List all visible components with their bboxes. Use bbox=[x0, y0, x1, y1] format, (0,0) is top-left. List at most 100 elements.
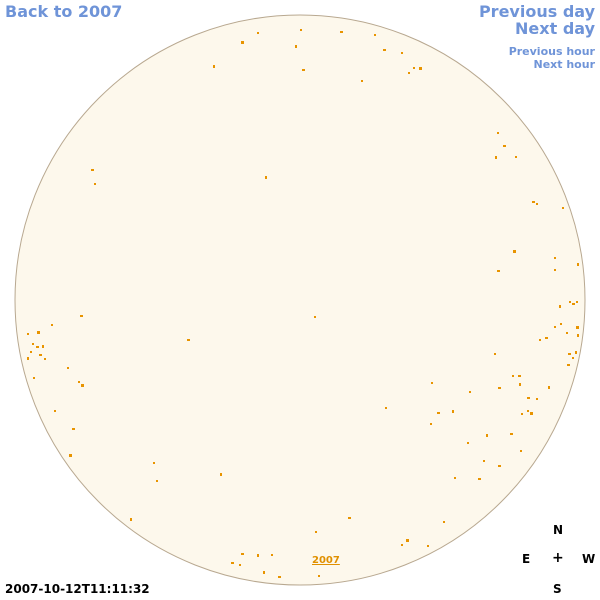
sunspot-marker bbox=[577, 334, 579, 337]
sunspot-marker bbox=[513, 250, 516, 253]
sunspot-marker bbox=[554, 269, 556, 271]
sunspot-marker bbox=[361, 80, 363, 82]
sunspot-marker bbox=[527, 397, 530, 399]
sunspot-marker bbox=[467, 442, 469, 444]
sunspot-marker bbox=[80, 315, 83, 317]
sunspot-marker bbox=[520, 450, 522, 452]
sunspot-marker bbox=[567, 364, 570, 366]
sunspot-marker bbox=[408, 72, 410, 74]
sunspot-marker bbox=[91, 169, 94, 171]
sunspot-marker bbox=[300, 29, 302, 31]
sunspot-marker bbox=[239, 564, 241, 566]
sunspot-marker bbox=[231, 562, 234, 564]
sunspot-marker bbox=[69, 454, 72, 457]
sunspot-marker bbox=[42, 345, 44, 348]
sunspot-marker bbox=[521, 413, 523, 415]
sunspot-marker bbox=[545, 337, 548, 339]
sunspot-marker bbox=[44, 358, 46, 360]
sunspot-marker bbox=[295, 45, 297, 48]
sunspot-marker bbox=[478, 478, 481, 480]
sunspot-marker bbox=[431, 382, 433, 384]
sunspot-marker bbox=[536, 398, 538, 400]
sunspot-marker bbox=[383, 49, 386, 51]
sunspot-marker bbox=[497, 132, 499, 134]
sunspot-marker bbox=[271, 554, 273, 556]
compass-north-label: N bbox=[553, 523, 564, 537]
sunspot-marker bbox=[515, 156, 517, 158]
sunspot-marker bbox=[340, 31, 343, 33]
sunspot-marker bbox=[278, 576, 281, 578]
sunspot-marker bbox=[569, 301, 571, 303]
sunspot-marker bbox=[265, 176, 267, 179]
timestamp-label: 2007-10-12T11:11:32 bbox=[5, 582, 150, 596]
sunspot-marker bbox=[512, 375, 514, 377]
sunspot-marker bbox=[241, 41, 244, 44]
sunspot-marker bbox=[510, 433, 513, 435]
sunspot-marker bbox=[560, 323, 562, 325]
sunspot-marker bbox=[314, 316, 316, 318]
sunspot-marker bbox=[437, 412, 440, 414]
sunspot-marker bbox=[67, 367, 69, 369]
sunspot-marker bbox=[572, 357, 574, 359]
sunspot-marker bbox=[527, 410, 529, 412]
sunspot-marker bbox=[486, 434, 488, 437]
solar-disk bbox=[14, 14, 586, 586]
sunspot-marker bbox=[348, 517, 351, 519]
compass-center-marker: + bbox=[552, 550, 564, 566]
sunspot-marker bbox=[51, 324, 53, 326]
sunspot-marker bbox=[130, 518, 132, 521]
sunspot-marker bbox=[385, 407, 387, 409]
back-to-year-link[interactable]: Back to 2007 bbox=[5, 2, 123, 21]
sunspot-marker bbox=[568, 353, 571, 355]
sunspot-group bbox=[27, 29, 579, 578]
sunspot-marker bbox=[78, 381, 80, 383]
sunspot-marker bbox=[548, 386, 550, 389]
sunspot-marker bbox=[187, 339, 190, 341]
compass-west-label: W bbox=[582, 552, 596, 566]
sunspot-marker bbox=[498, 387, 501, 389]
sunspot-marker bbox=[94, 183, 96, 185]
sunspot-marker bbox=[577, 263, 579, 266]
sunspot-marker bbox=[213, 65, 215, 68]
sunspot-marker bbox=[483, 460, 485, 462]
next-hour-link[interactable]: Next hour bbox=[533, 58, 596, 71]
sunspot-marker bbox=[518, 375, 521, 377]
sunspot-marker bbox=[427, 545, 429, 547]
sunspot-marker bbox=[27, 333, 29, 335]
sunspot-marker bbox=[37, 331, 40, 334]
sunspot-marker bbox=[241, 553, 244, 555]
previous-hour-link[interactable]: Previous hour bbox=[508, 45, 595, 58]
sunspot-marker bbox=[406, 539, 409, 542]
previous-day-link[interactable]: Previous day bbox=[478, 2, 595, 21]
sunspot-marker bbox=[562, 207, 564, 209]
sunspot-marker bbox=[575, 351, 577, 354]
next-day-link[interactable]: Next day bbox=[515, 19, 595, 38]
sunspot-marker bbox=[401, 52, 403, 54]
sunspot-marker bbox=[539, 339, 541, 341]
sunspot-marker bbox=[374, 34, 376, 36]
sunspot-marker bbox=[554, 326, 556, 328]
sunspot-marker bbox=[413, 67, 415, 69]
sunspot-marker bbox=[566, 332, 568, 334]
sunspot-marker bbox=[32, 343, 34, 345]
year-link[interactable]: 2007 bbox=[312, 555, 340, 566]
sunspot-marker bbox=[257, 32, 259, 34]
sunspot-marker bbox=[33, 377, 35, 379]
sunspot-marker bbox=[532, 201, 535, 203]
sunspot-marker bbox=[554, 257, 556, 259]
sunspot-marker bbox=[30, 351, 32, 353]
sunspot-marker bbox=[36, 346, 39, 348]
compass-east-label: E bbox=[522, 552, 531, 566]
sunspot-marker bbox=[452, 410, 454, 413]
sunspot-marker bbox=[497, 270, 500, 272]
sunspot-marker bbox=[572, 303, 575, 305]
sunspot-marker bbox=[27, 357, 29, 360]
sunspot-marker bbox=[54, 410, 56, 412]
sunspot-marker bbox=[220, 473, 222, 476]
sunspot-marker bbox=[576, 326, 579, 329]
sunspot-marker bbox=[430, 423, 432, 425]
sunspot-marker bbox=[257, 554, 259, 557]
sunspot-marker bbox=[530, 412, 533, 415]
sunspot-marker bbox=[153, 462, 155, 464]
